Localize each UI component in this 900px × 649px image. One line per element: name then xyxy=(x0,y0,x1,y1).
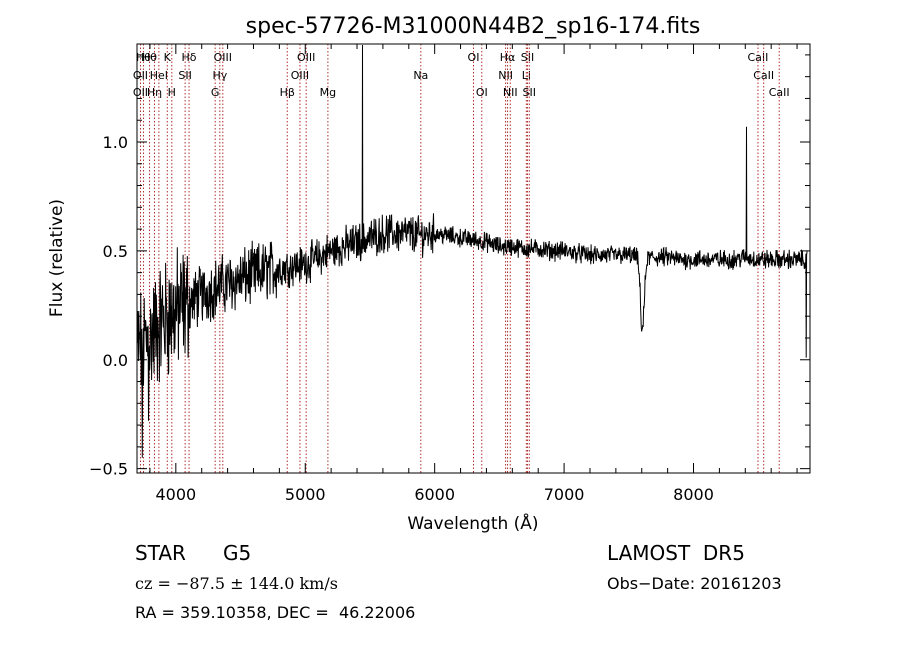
line-marker-label-20: NII xyxy=(498,69,513,82)
line-marker-label-9: SII xyxy=(178,69,191,82)
line-marker-label-0: Hθ xyxy=(136,51,151,64)
line-marker-label-4: Hη xyxy=(147,86,162,99)
obs-date: Obs−Date: 20161203 xyxy=(607,574,782,593)
line-marker-label-19: OI xyxy=(476,86,488,99)
line-marker-label-16: Mg xyxy=(320,86,336,99)
line-marker-label-15: OIII xyxy=(297,51,315,64)
line-marker-label-24: SII xyxy=(521,51,534,64)
line-marker-label-21: Hα xyxy=(500,51,516,64)
line-marker-label-27: CaII xyxy=(753,69,774,82)
x-tick-label-5000: 5000 xyxy=(285,485,326,504)
y-tick-label-0: −0.5 xyxy=(89,460,128,479)
line-marker-label-8: Hδ xyxy=(182,51,197,64)
line-marker-label-22: NII xyxy=(503,86,518,99)
line-marker-label-14: OIII xyxy=(291,69,309,82)
redshift-cz: cz = −87.5 ± 144.0 km/s xyxy=(135,574,338,593)
object-class: STAR xyxy=(135,541,186,565)
line-marker-label-26: CaII xyxy=(748,51,769,64)
x-tick-label-4000: 4000 xyxy=(155,485,196,504)
y-tick-label-1: 0.0 xyxy=(103,351,128,370)
line-marker-label-3: OII xyxy=(133,86,148,99)
spectrum-line xyxy=(136,44,808,458)
x-tick-label-7000: 7000 xyxy=(544,485,585,504)
x-tick-label-6000: 6000 xyxy=(414,485,455,504)
survey-name: LAMOST DR5 xyxy=(607,541,745,565)
line-marker-label-12: OIII xyxy=(214,51,232,64)
line-marker-label-6: K xyxy=(164,51,172,64)
x-axis-ticks: 4000 5000 6000 7000 8000 xyxy=(149,44,798,504)
line-marker-label-5: HeI xyxy=(150,69,168,82)
line-marker-label-28: CaII xyxy=(769,86,790,99)
x-axis-label: Wavelength (Å) xyxy=(407,512,538,534)
line-marker-label-25: SII xyxy=(523,86,536,99)
line-marker-label-11: G xyxy=(211,86,220,99)
line-marker-label-10: Hγ xyxy=(212,69,227,82)
y-axis-label: Flux (relative) xyxy=(47,199,67,317)
line-marker-label-23: Li xyxy=(522,69,531,82)
plot-frame xyxy=(136,43,811,474)
line-marker-label-1: Hθ xyxy=(142,51,157,64)
y-tick-label-2: 0.5 xyxy=(103,242,128,261)
x-tick-label-8000: 8000 xyxy=(673,485,714,504)
line-marker-label-17: Na xyxy=(413,69,428,82)
chart-title: spec-57726-M31000N44B2_sp16-174.fits xyxy=(246,14,701,39)
y-axis-ticks: −0.5 0.0 0.5 1.0 xyxy=(89,54,810,479)
line-marker-label-7: H xyxy=(168,86,176,99)
subclass: G5 xyxy=(223,541,252,565)
y-tick-label-3: 1.0 xyxy=(103,133,128,152)
line-marker-label-18: OI xyxy=(468,51,480,64)
coordinates: RA = 359.10358, DEC = 46.22006 xyxy=(135,603,416,622)
line-marker-label-13: Hβ xyxy=(280,86,295,99)
